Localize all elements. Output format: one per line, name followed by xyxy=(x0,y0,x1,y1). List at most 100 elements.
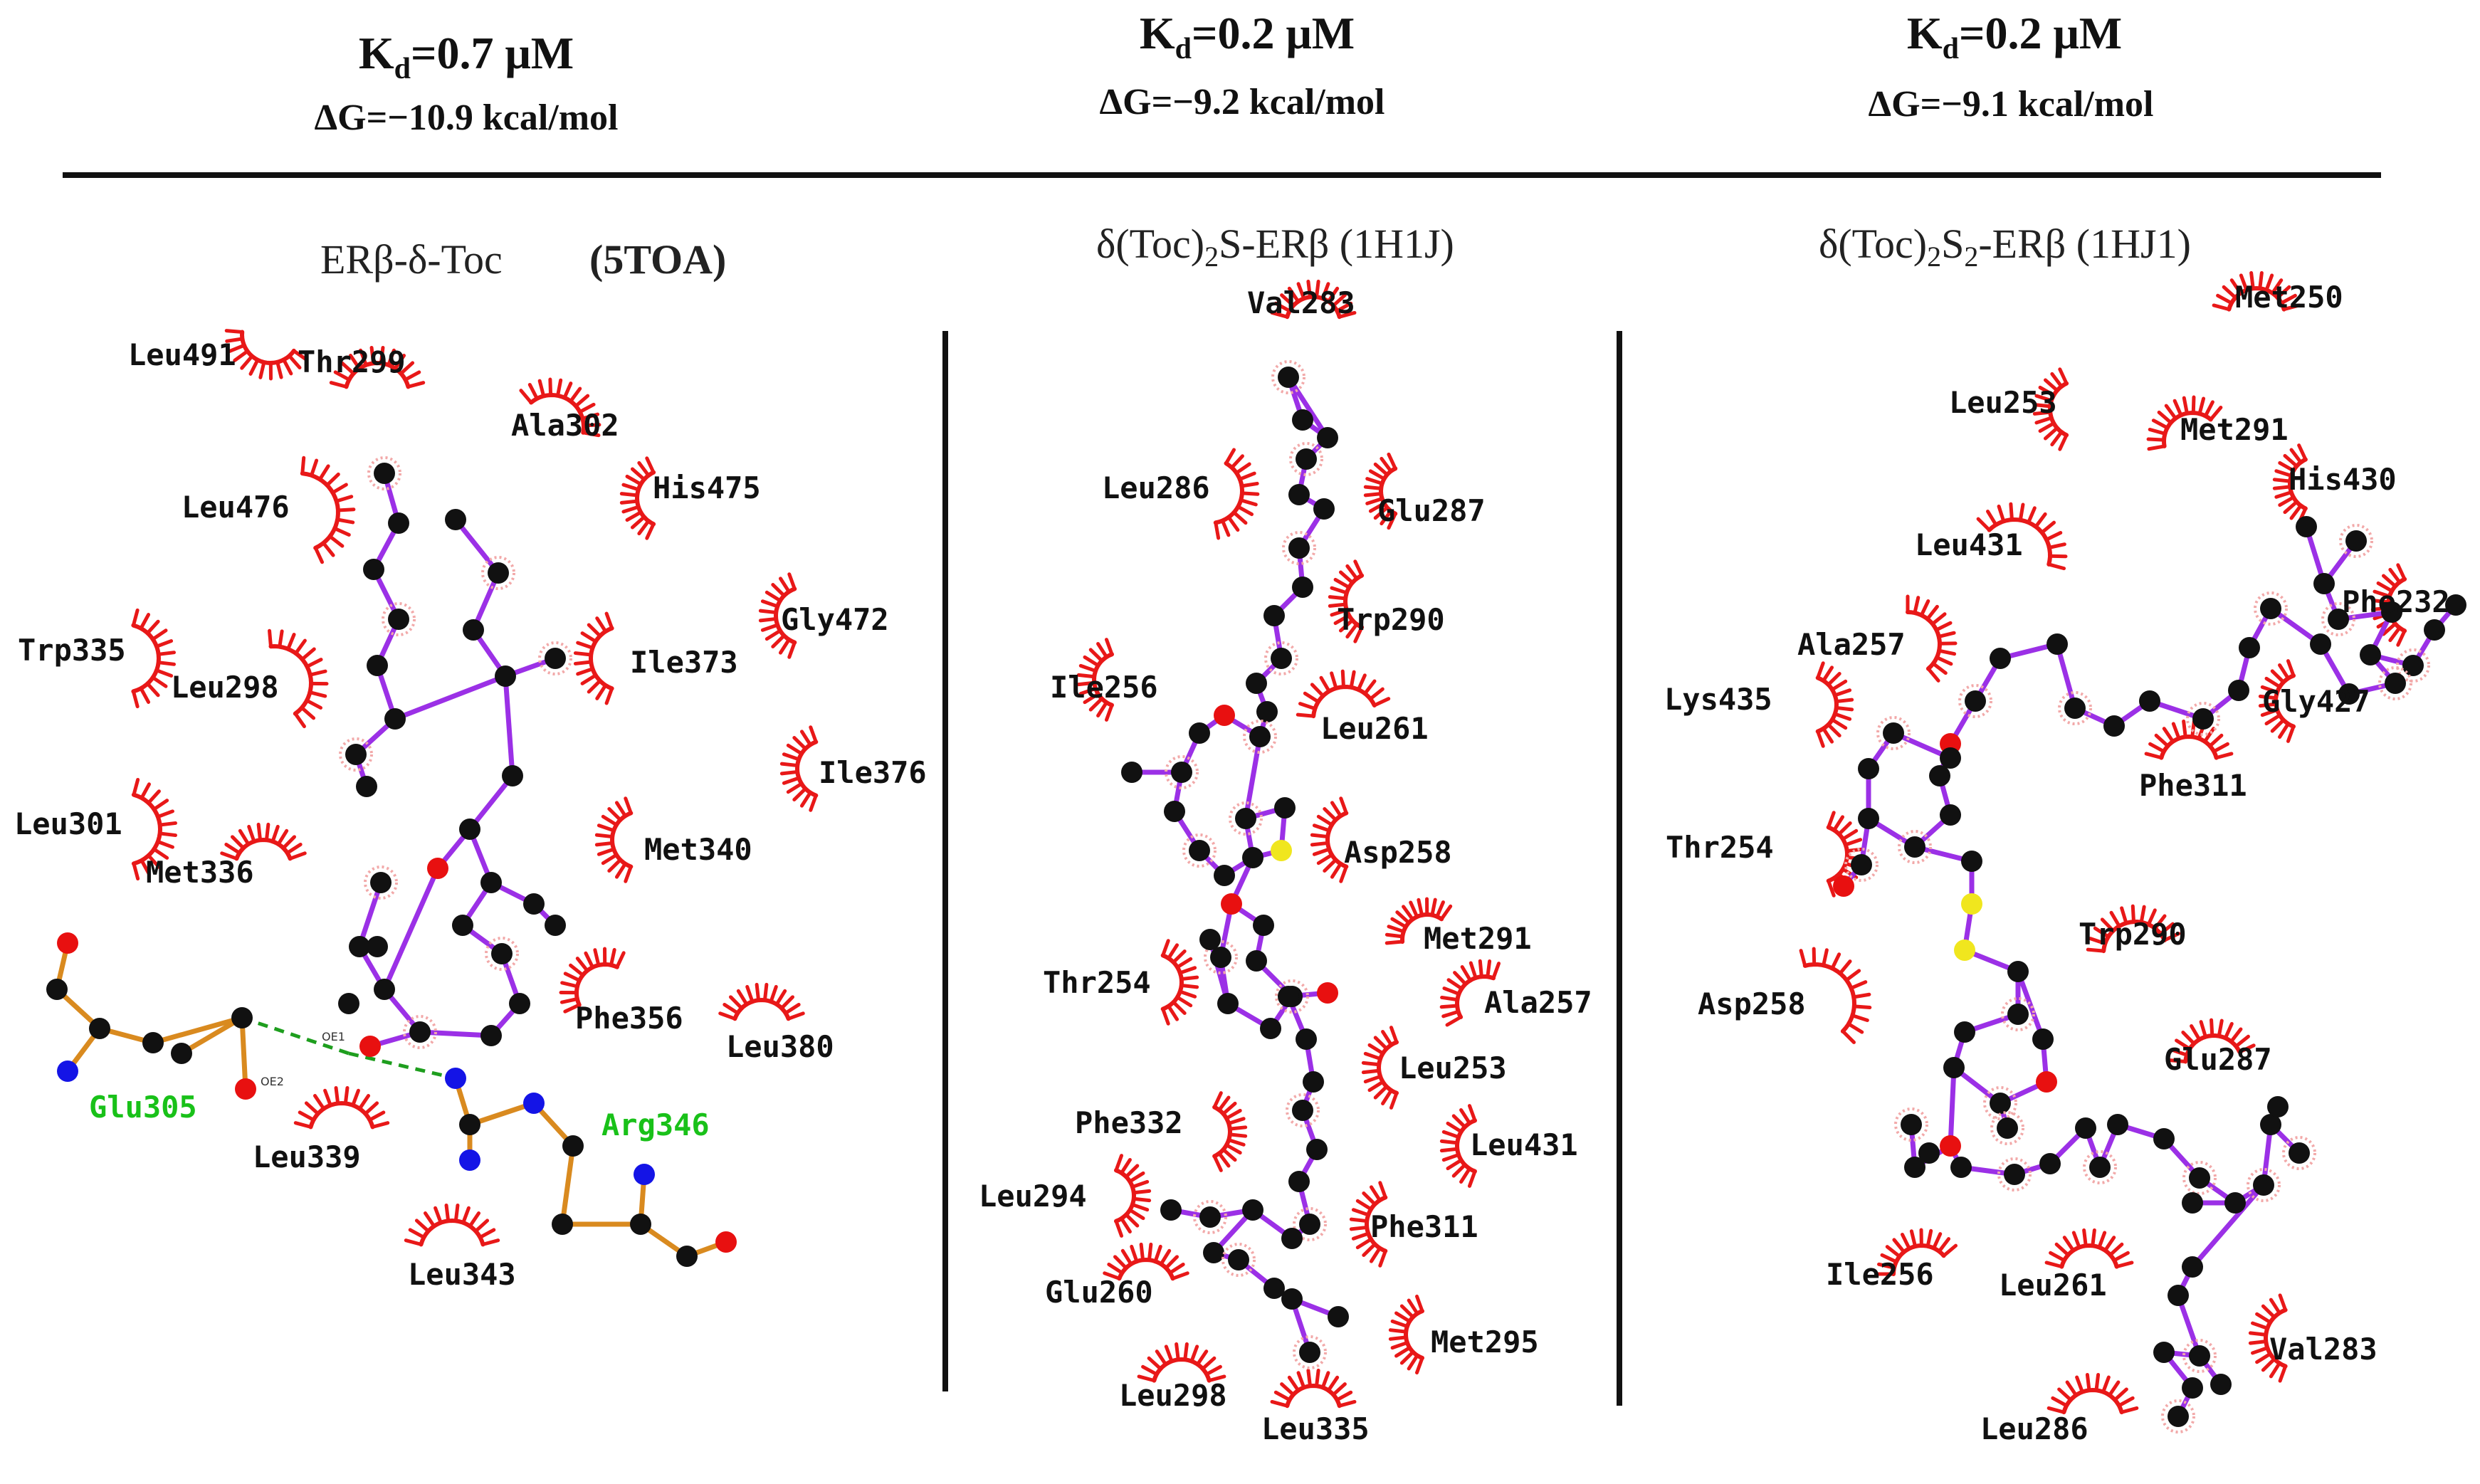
p1-ligand-carbon-atom-0 xyxy=(374,463,395,484)
p2-ligand-carbon-atom-14 xyxy=(1189,722,1210,744)
arc-phe311 xyxy=(1349,1181,1388,1268)
arc-leu286 xyxy=(2046,1372,2139,1415)
glu305-carbon-atom-1 xyxy=(46,979,68,1000)
arc-val283 xyxy=(1270,279,1357,320)
p1-ligand-carbon-atom-7 xyxy=(356,776,377,797)
res-ile256: Ile256 xyxy=(1050,670,1158,705)
res-leu253: Leu253 xyxy=(1399,1051,1507,1085)
p3-ligand-carbon-atom-28 xyxy=(1940,804,1961,826)
panel-2-ligand-atoms xyxy=(1121,360,1349,1369)
dg-panel-1: ΔG=−10.9 kcal/mol xyxy=(315,98,619,138)
res-glu260: Glu260 xyxy=(1045,1275,1153,1310)
arg346-carbon-atom-5 xyxy=(552,1214,573,1235)
res-thr254: Thr254 xyxy=(1666,830,1774,865)
atom-tag-oe1: OE1 xyxy=(322,1030,345,1043)
arc-met291 xyxy=(2146,395,2223,451)
p3-ligand-oxygen-atom-43 xyxy=(1940,1135,1961,1157)
res-leu476: Leu476 xyxy=(182,490,290,525)
arg346-nitrogen-atom-2 xyxy=(523,1093,545,1114)
p3-ligand-carbon-atom-8 xyxy=(2445,594,2466,616)
p3-ligand-carbon-atom-18 xyxy=(2064,698,2086,719)
p2-ligand-carbon-atom-37 xyxy=(1306,1139,1328,1160)
p1-ligand-carbon-atom-23 xyxy=(349,936,370,957)
panel-1-ligand-atoms xyxy=(46,456,737,1267)
p3-ligand-carbon-atom-63 xyxy=(2189,1345,2210,1367)
res-leu298: Leu298 xyxy=(1119,1378,1227,1413)
p3-ligand-carbon-atom-64 xyxy=(2153,1342,2175,1363)
p1-ligand-carbon-atom-2 xyxy=(363,559,384,580)
p1-bond-16 xyxy=(382,865,441,992)
p3-ligand-sulfur-atom-33 xyxy=(1961,893,1982,915)
res-his475: His475 xyxy=(653,470,761,505)
arc-leu298 xyxy=(1137,1342,1226,1383)
p3-ligand-carbon-atom-6 xyxy=(2402,655,2424,676)
p3-ligand-carbon-atom-2 xyxy=(2296,516,2317,537)
arc-ile256 xyxy=(1876,1228,1958,1276)
res-trp290: Trp290 xyxy=(1337,602,1445,637)
arc-his430 xyxy=(2272,443,2308,525)
p3-ligand-oxygen-atom-31 xyxy=(1833,875,1854,897)
res-gly427: Gly427 xyxy=(2262,684,2370,719)
p1-ligand-carbon-atom-11 xyxy=(495,665,516,687)
p3-ligand-carbon-atom-35 xyxy=(2007,961,2029,982)
arc-leu431 xyxy=(1976,502,2068,571)
arc-phe311 xyxy=(2144,719,2234,760)
res-lys435: Lys435 xyxy=(1664,682,1772,717)
p3-ligand-carbon-atom-27 xyxy=(1904,836,1925,858)
arc-leu298 xyxy=(268,628,329,729)
p2-ligand-carbon-atom-9 xyxy=(1271,648,1292,669)
p1-ligand-carbon-atom-22 xyxy=(374,979,395,1000)
res-leu301: Leu301 xyxy=(14,806,122,841)
p3-ligand-carbon-atom-15 xyxy=(2192,708,2214,730)
p2-ligand-carbon-atom-32 xyxy=(1278,986,1299,1007)
arc-leu335 xyxy=(1270,1368,1357,1409)
p1-bond-21 xyxy=(417,1029,494,1038)
glu305-carbon-atom-2 xyxy=(89,1018,110,1039)
panel-1-erb-delta-toc: Leu491 Thr299 Ala302 His475 Leu476 Gly47… xyxy=(14,329,927,1292)
res-leu286: Leu286 xyxy=(1980,1411,2088,1446)
arg346-nitrogen-atom-6 xyxy=(634,1164,655,1185)
glu305-bond-6 xyxy=(179,1015,245,1056)
p1-ligand-carbon-atom-1 xyxy=(388,512,409,534)
p1-ligand-carbon-atom-20 xyxy=(480,1025,502,1046)
p2-ligand-carbon-atom-28 xyxy=(1260,1018,1281,1039)
res-trp290: Trp290 xyxy=(2079,917,2187,952)
arg346-carbon-atom-4 xyxy=(562,1135,584,1157)
arc-ala257 xyxy=(1906,594,1958,683)
res-met291: Met291 xyxy=(2180,412,2289,447)
res-leu343: Leu343 xyxy=(408,1257,516,1292)
res-his430: His430 xyxy=(2289,462,2397,497)
p2-ligand-carbon-atom-29 xyxy=(1217,993,1239,1014)
p3-ligand-carbon-atom-26 xyxy=(1858,808,1879,829)
p2-ligand-carbon-atom-48 xyxy=(1299,1342,1320,1363)
res-glu287: Glu287 xyxy=(2164,1042,2272,1077)
arc-met340 xyxy=(594,796,634,883)
res-leu261: Leu261 xyxy=(1320,711,1429,746)
p3-ligand-carbon-atom-48 xyxy=(2004,1164,2025,1185)
p2-ligand-carbon-atom-41 xyxy=(1242,1199,1263,1221)
p3-ligand-carbon-atom-37 xyxy=(1954,1021,1975,1043)
p2-ligand-carbon-atom-0 xyxy=(1278,367,1299,388)
p3-ligand-carbon-atom-66 xyxy=(2168,1406,2189,1427)
p1-ligand-carbon-atom-19 xyxy=(509,993,530,1014)
arc-phe356 xyxy=(559,947,626,1014)
arc-lys435 xyxy=(1815,661,1854,748)
p2-ligand-carbon-atom-47 xyxy=(1281,1288,1303,1310)
p1-ligand-carbon-atom-8 xyxy=(445,509,466,530)
atom-tag-oe2: OE2 xyxy=(261,1075,284,1088)
res-ile376: Ile376 xyxy=(819,755,927,790)
p3-ligand-carbon-atom-44 xyxy=(1904,1157,1925,1178)
p2-ligand-carbon-atom-17 xyxy=(1164,801,1185,822)
res-leu380: Leu380 xyxy=(726,1029,834,1064)
arg346-bond-4 xyxy=(559,1143,576,1227)
p3-ligand-carbon-atom-5 xyxy=(2360,644,2381,665)
p2-ligand-carbon-atom-15 xyxy=(1171,762,1192,783)
p3-bond-42 xyxy=(2015,969,2046,1042)
p2-ligand-carbon-atom-18 xyxy=(1189,840,1210,861)
p1-ligand-oxygen-atom-27 xyxy=(359,1036,381,1057)
p3-ligand-carbon-atom-17 xyxy=(2103,715,2125,737)
res-met250: Met250 xyxy=(2235,280,2343,315)
arc-asp258 xyxy=(1310,796,1349,883)
p1-bond-8 xyxy=(453,517,501,576)
